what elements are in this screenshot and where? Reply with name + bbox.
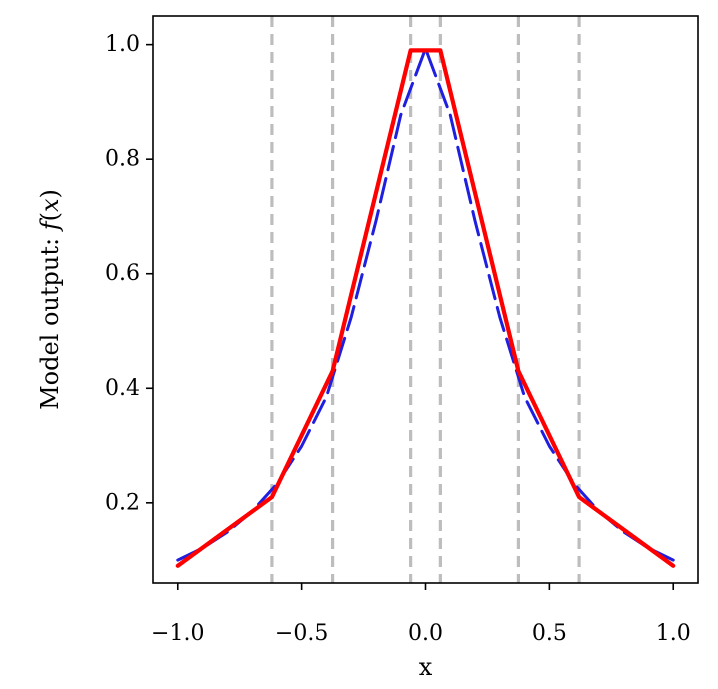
y-tick-label: 1.0	[105, 32, 140, 57]
x-axis-label: x	[419, 653, 433, 681]
plot-frame	[152, 15, 699, 584]
x-tick-label: 0.0	[408, 621, 443, 646]
y-tick-label: 0.6	[105, 261, 140, 286]
series-group	[175, 47, 676, 568]
y-tick-label: 0.4	[105, 376, 140, 401]
y-tick-label: 0.2	[105, 490, 140, 515]
x-tick-label: 0.5	[532, 621, 567, 646]
x-axis-ticks: −1.0 −0.5 0.0 0.5 1.0	[151, 583, 691, 646]
vertical-reference-lines	[270, 16, 581, 583]
series-solid-line	[175, 48, 676, 568]
x-tick-label: −0.5	[275, 621, 328, 646]
y-tick-label: 0.8	[105, 147, 140, 172]
x-tick-label: 1.0	[656, 621, 691, 646]
series-dashed-line	[176, 47, 675, 562]
x-tick-label: −1.0	[151, 621, 204, 646]
y-axis-label: Model output: f(x)	[36, 189, 64, 410]
y-axis-ticks: 0.2 0.4 0.6 0.8 1.0	[105, 32, 153, 515]
